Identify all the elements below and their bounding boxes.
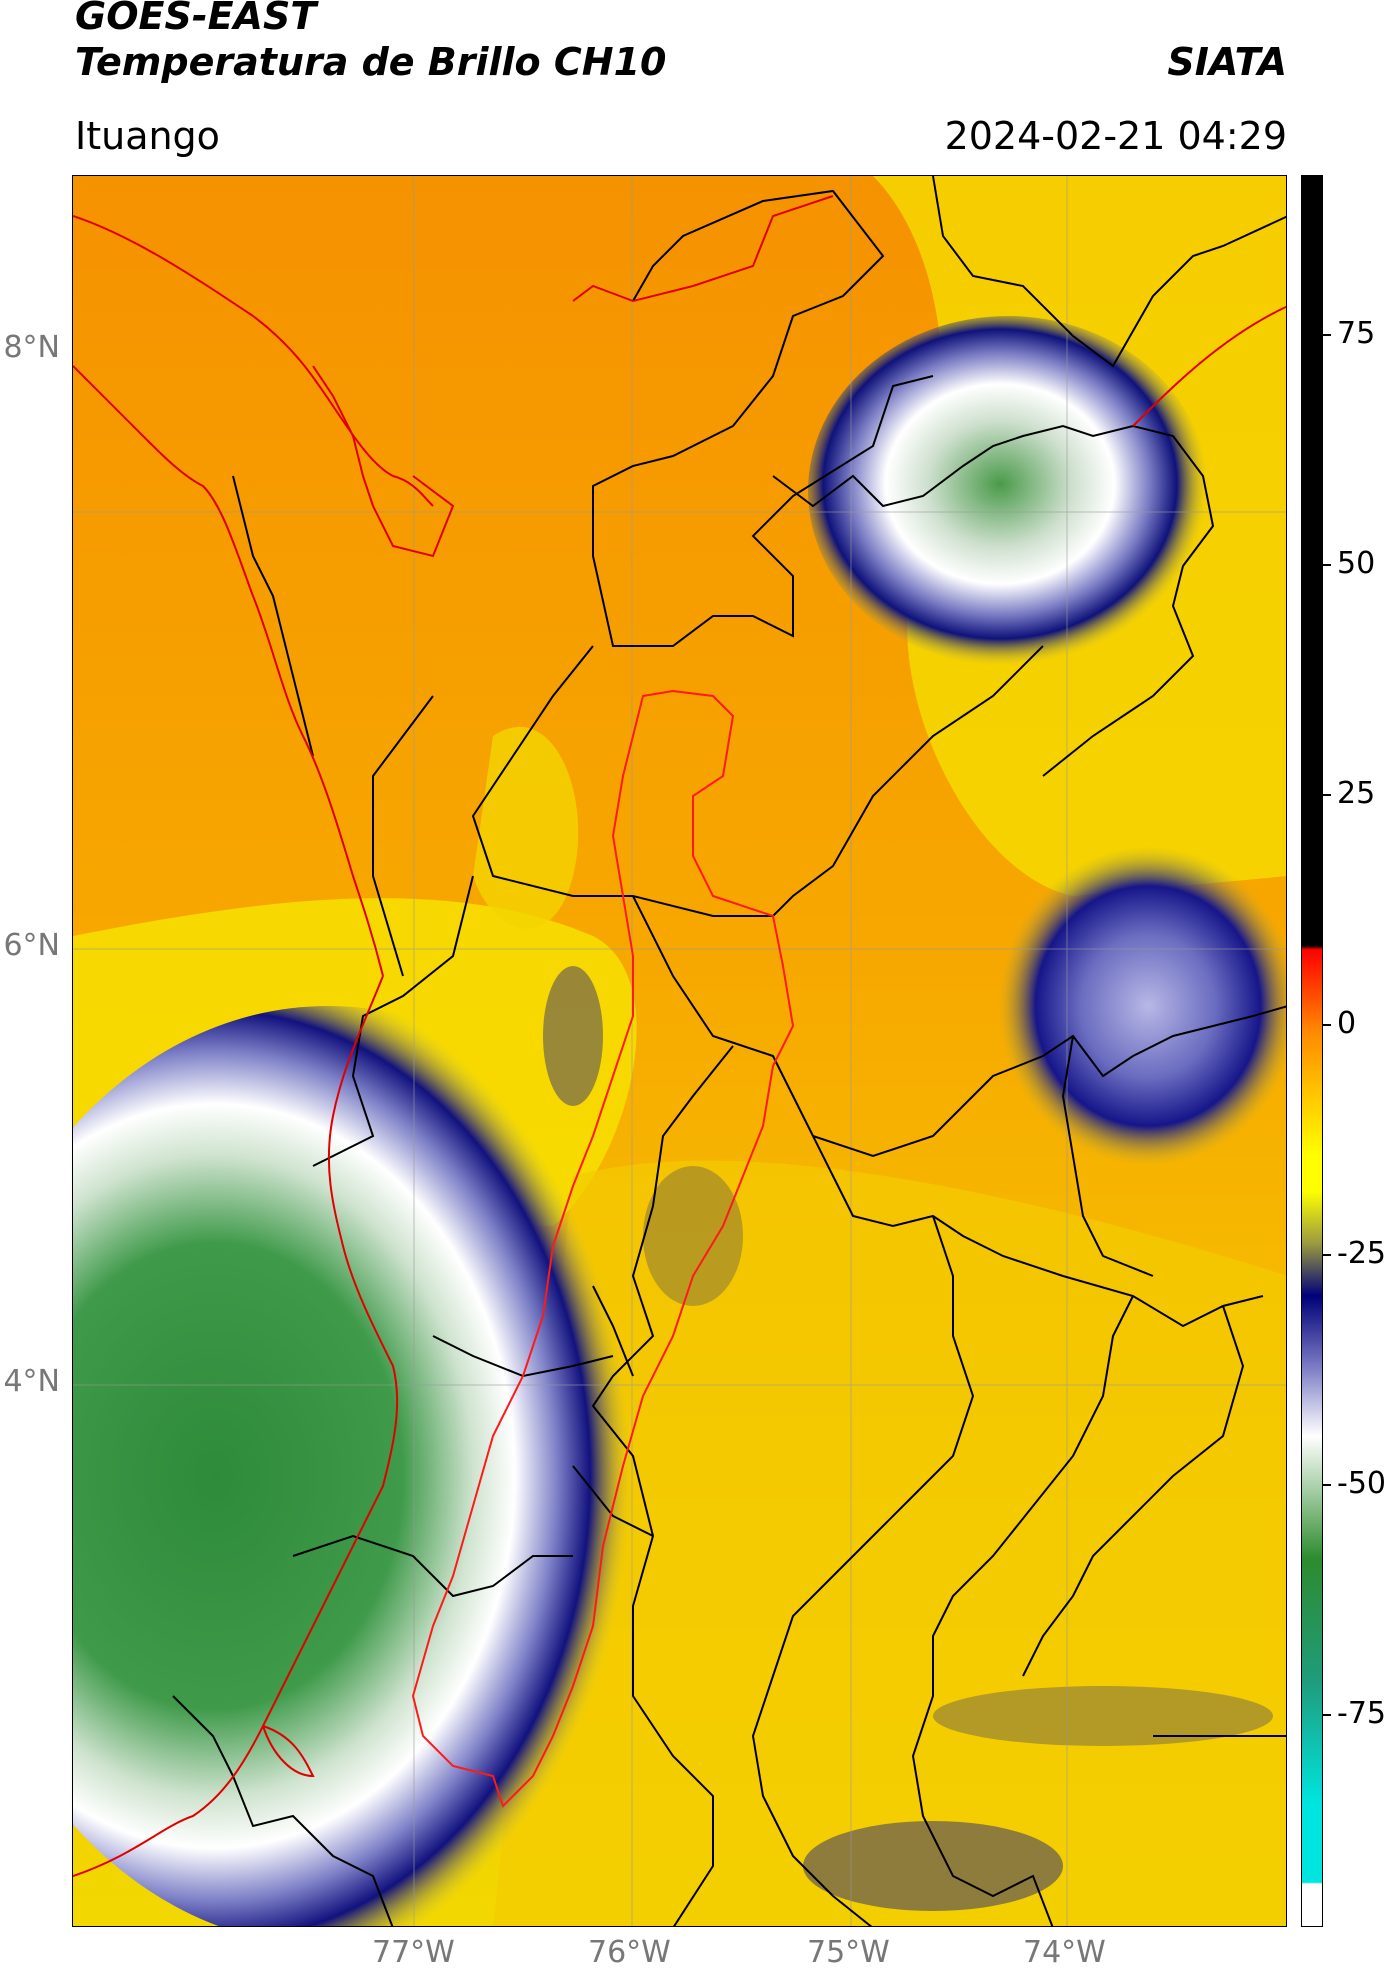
lat-label: 4°N [3, 1364, 60, 1399]
colorbar-tick [1323, 1254, 1331, 1256]
department-boundary [572, 1465, 654, 1537]
brand-label: SIATA [1167, 40, 1287, 84]
cloud-streak [643, 1166, 743, 1306]
coastline [262, 1725, 315, 1778]
department-boundary [772, 424, 1215, 777]
basin-outline [411, 689, 795, 1808]
region-label: Ituango [75, 114, 220, 158]
department-boundary [592, 189, 934, 647]
colorbar-tick [1323, 794, 1331, 796]
cloud-band-south [803, 1821, 1063, 1911]
cloud-system-northeast [808, 316, 1208, 666]
coastline [73, 365, 384, 977]
department-boundary [1061, 1035, 1154, 1277]
timestamp-label: 2024-02-21 04:29 [944, 114, 1287, 158]
colorbar [1301, 175, 1323, 1927]
department-boundary [911, 1295, 1134, 1926]
lon-label: 75°W [807, 1935, 890, 1970]
colorbar-label: 50 [1337, 546, 1376, 581]
department-boundary [591, 1045, 734, 1926]
department-boundary [632, 895, 1264, 1328]
cloud-band-south [933, 1686, 1273, 1746]
country-boundaries [73, 195, 1286, 1877]
department-boundary [1022, 1305, 1245, 1677]
colorbar-tick [1323, 1024, 1331, 1026]
coastline [73, 215, 434, 507]
coastline [73, 975, 399, 1877]
colorbar-label: -50 [1337, 1466, 1384, 1501]
colorbar-label: 75 [1337, 316, 1376, 351]
colorbar-tick [1323, 1484, 1331, 1486]
colorbar-tick [1323, 1714, 1331, 1716]
lon-label: 74°W [1023, 1935, 1106, 1970]
lat-label: 8°N [3, 330, 60, 365]
department-boundary [292, 1534, 573, 1598]
coastline [572, 195, 834, 303]
lat-label: 6°N [3, 928, 60, 963]
satellite-map [72, 175, 1287, 1927]
map-canvas [73, 176, 1286, 1926]
colorbar-tick [1323, 334, 1331, 336]
department-boundary [232, 475, 314, 757]
colorbar-label: -25 [1337, 1236, 1384, 1271]
department-boundary [312, 875, 474, 1167]
title-satellite: GOES-EAST [75, 0, 317, 38]
colorbar-label: -75 [1337, 1696, 1384, 1731]
lon-label: 76°W [588, 1935, 671, 1970]
department-boundary [751, 1215, 975, 1926]
basin-boundary [411, 689, 795, 1808]
country-border [1132, 305, 1286, 427]
lon-label: 77°W [372, 1935, 455, 1970]
department-boundary [932, 176, 1286, 368]
colorbar-label: 25 [1337, 776, 1376, 811]
title-product: Temperatura de Brillo CH10 [75, 40, 667, 84]
department-boundary [372, 695, 434, 977]
colorbar-tick [1323, 564, 1331, 566]
department-boundary [172, 1695, 394, 1926]
cloud-system-southwest [73, 1006, 708, 1926]
cloud-streak [543, 966, 603, 1106]
department-boundary [592, 1285, 634, 1377]
coastline [312, 365, 374, 507]
coastline [372, 475, 455, 558]
cloud-system-east [998, 846, 1286, 1166]
colorbar-label: 0 [1337, 1006, 1357, 1041]
department-boundary [471, 645, 1044, 917]
